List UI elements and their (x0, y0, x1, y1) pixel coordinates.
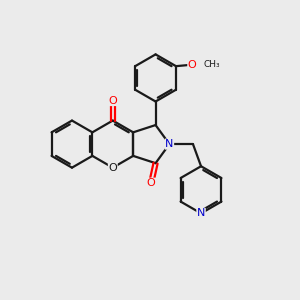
Text: N: N (197, 208, 205, 218)
Text: N: N (165, 139, 174, 149)
Text: O: O (108, 95, 117, 106)
Text: CH₃: CH₃ (203, 60, 220, 69)
Text: O: O (108, 163, 117, 173)
Text: O: O (147, 178, 155, 188)
Text: O: O (188, 60, 197, 70)
